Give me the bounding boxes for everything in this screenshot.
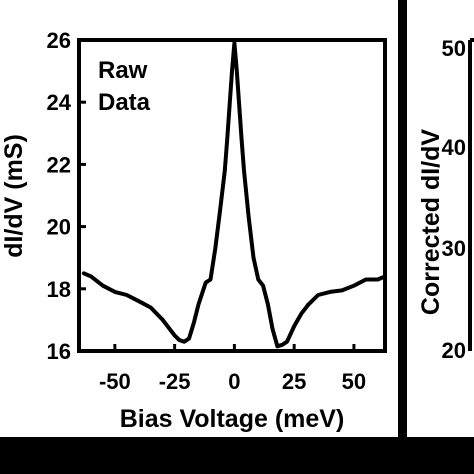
x-tick-label: 0 <box>228 369 240 394</box>
x-axis-ticks: -50 -25 0 25 50 <box>99 344 366 394</box>
y-tick-label: 20 <box>47 215 71 240</box>
x-tick-label: 25 <box>282 369 306 394</box>
annotation-line-1: Raw <box>98 57 148 84</box>
y-tick-label: 24 <box>47 90 72 115</box>
x-tick-label: -50 <box>99 369 131 394</box>
panel-separator <box>398 0 407 437</box>
panel2-ytick-label: 30 <box>442 236 466 261</box>
x-tick-label: -25 <box>159 369 191 394</box>
corrected-data-panel: 50 40 30 20 Corrected dI/dV <box>417 36 474 363</box>
y-axis-ticks: 16 18 20 22 24 26 <box>47 28 86 364</box>
panel2-ytick-label: 50 <box>442 36 466 61</box>
y-tick-label: 22 <box>47 152 71 177</box>
annotation-line-2: Data <box>98 89 151 116</box>
panel2-ytick-label: 40 <box>442 135 466 160</box>
y-tick-label: 26 <box>47 28 71 53</box>
raw-data-series <box>81 41 387 349</box>
x-axis-title: Bias Voltage (meV) <box>120 405 345 433</box>
raw-data-panel: 16 18 20 22 24 26 -50 -25 0 25 50 Raw Data Bias V… <box>0 28 387 433</box>
y-axis-title: dI/dV (mS) <box>0 134 28 258</box>
series-line <box>81 41 387 349</box>
y-tick-label: 16 <box>47 339 71 364</box>
plot-frame <box>77 38 387 353</box>
y-tick-label: 18 <box>47 277 71 302</box>
panel2-ytick-label: 20 <box>442 338 466 363</box>
panel2-y-axis-title: Corrected dI/dV <box>417 129 445 315</box>
x-tick-label: 50 <box>342 369 366 394</box>
